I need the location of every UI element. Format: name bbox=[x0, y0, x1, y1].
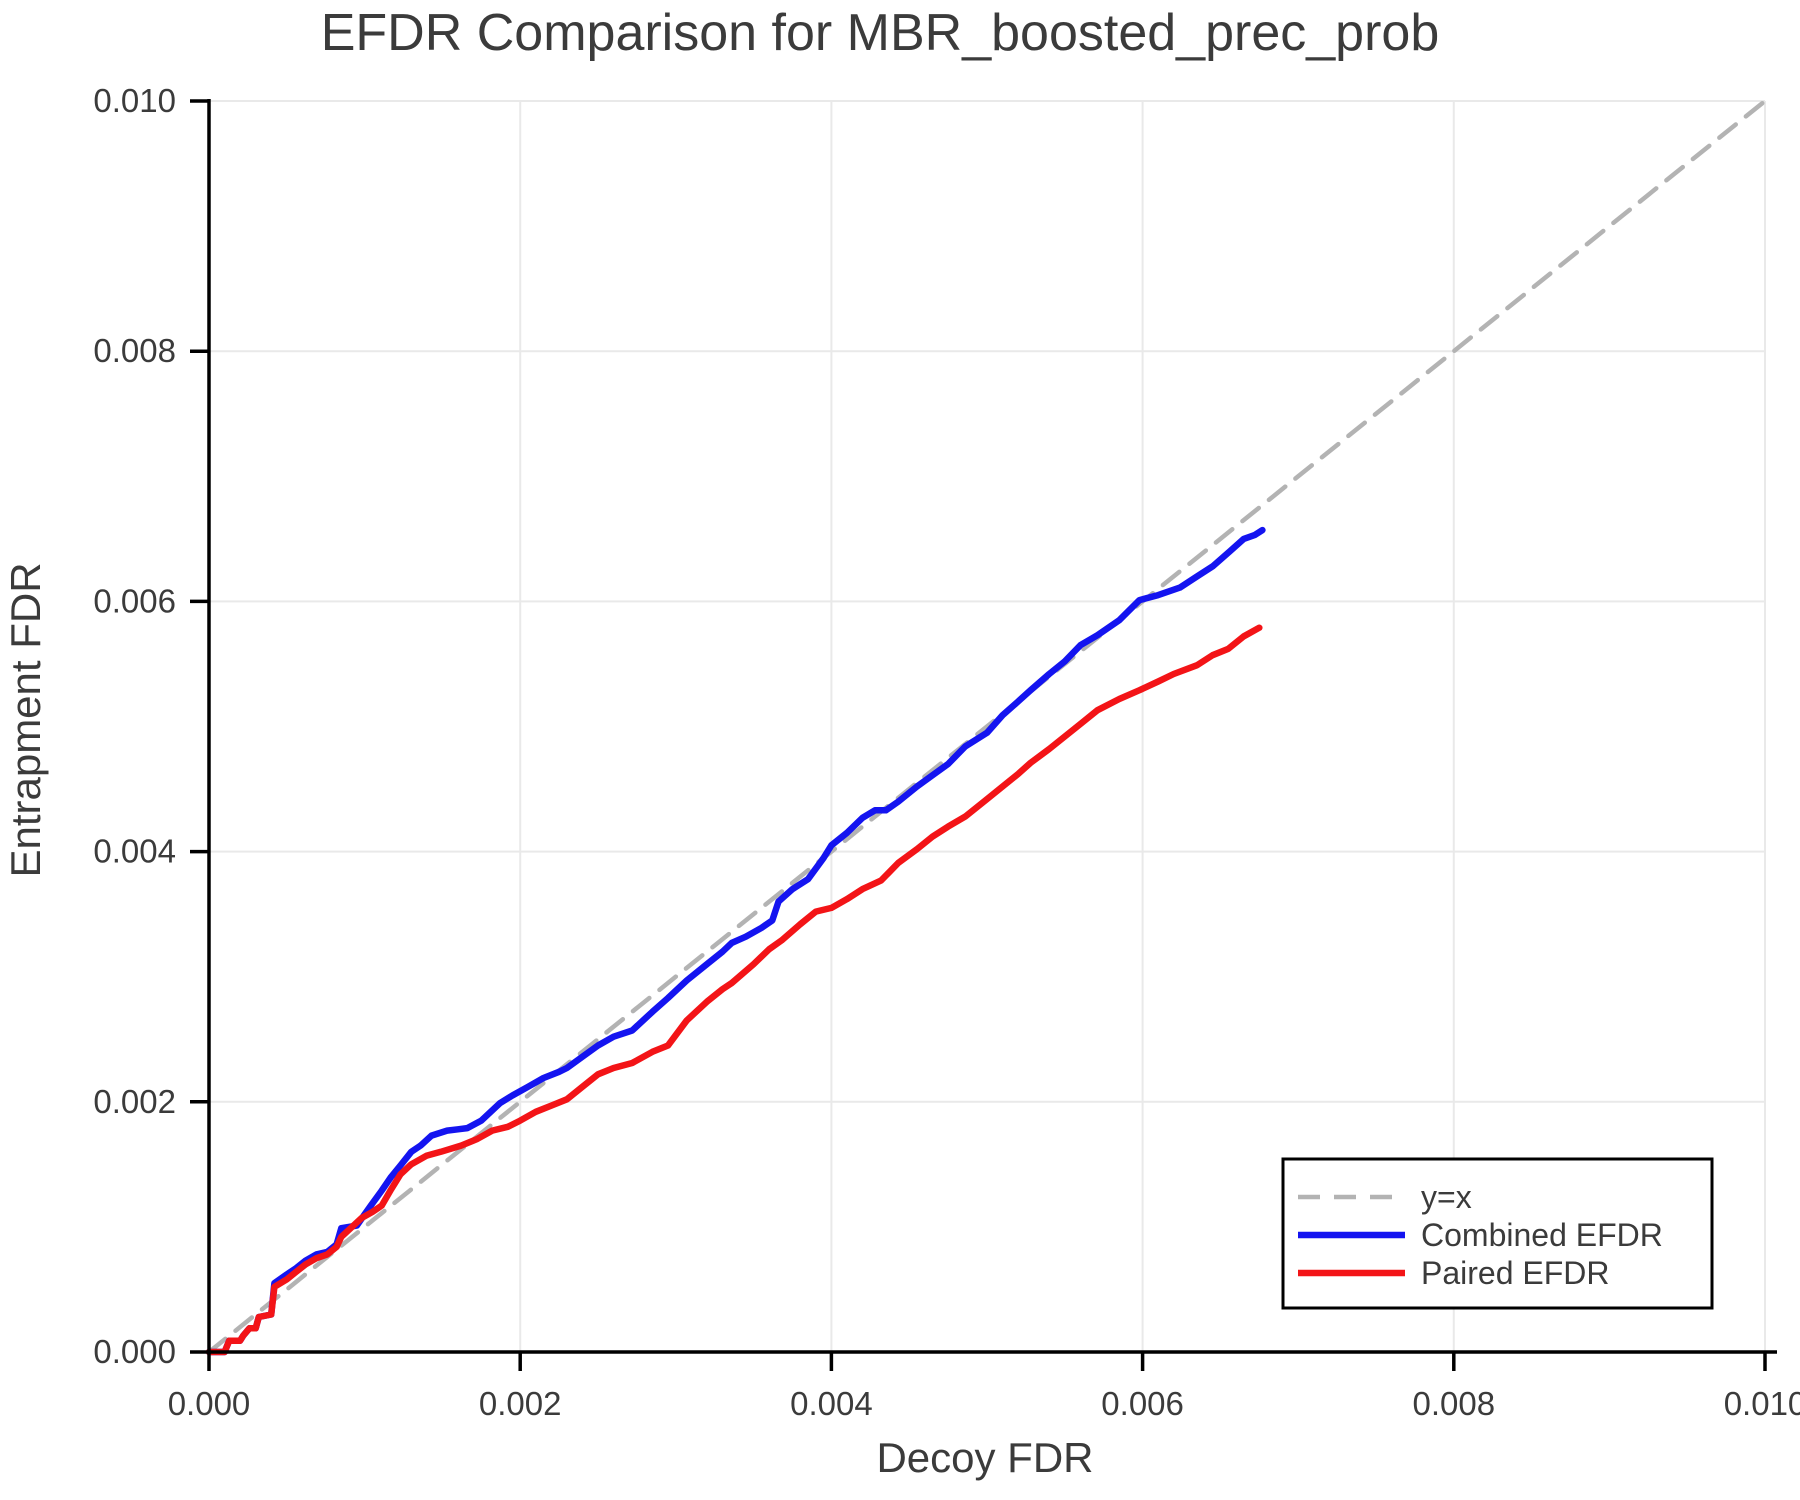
legend-label-y-equals-x: y=x bbox=[1421, 1179, 1472, 1215]
legend-label-paired-efdr: Paired EFDR bbox=[1421, 1255, 1610, 1291]
x-tick-label: 0.008 bbox=[1413, 1385, 1496, 1422]
series-line-paired-efdr bbox=[205, 624, 1263, 1356]
series-lines bbox=[205, 98, 1768, 1356]
y-tick-label: 0.002 bbox=[93, 1083, 176, 1120]
y-axis-label: Entrapment FDR bbox=[2, 562, 49, 877]
y-tick-label: 0.008 bbox=[93, 332, 176, 369]
x-tick-label: 0.002 bbox=[479, 1385, 562, 1422]
y-tick-label: 0.004 bbox=[93, 833, 176, 870]
x-tick-label: 0.010 bbox=[1724, 1385, 1800, 1422]
x-tick-label: 0.004 bbox=[790, 1385, 873, 1422]
y-tick-label: 0.010 bbox=[93, 82, 176, 119]
y-tick-label: 0.006 bbox=[93, 582, 176, 619]
series-line-y-equals-x bbox=[206, 98, 1768, 1355]
gridlines bbox=[209, 100, 1766, 1352]
x-tick-label: 0.006 bbox=[1101, 1385, 1184, 1422]
axes bbox=[190, 99, 1777, 1371]
y-tick-label: 0.000 bbox=[93, 1333, 176, 1370]
tick-labels: 0.000 0.002 0.004 0.006 0.008 0.010 0.000 0.002… bbox=[93, 82, 1800, 1422]
chart-title: EFDR Comparison for MBR_boosted_prec_pro… bbox=[321, 4, 1440, 62]
x-axis-label: Decoy FDR bbox=[876, 1434, 1093, 1481]
series-line-combined-efdr bbox=[205, 526, 1266, 1356]
legend-label-combined-efdr: Combined EFDR bbox=[1421, 1217, 1663, 1253]
x-tick-label: 0.000 bbox=[168, 1385, 251, 1422]
